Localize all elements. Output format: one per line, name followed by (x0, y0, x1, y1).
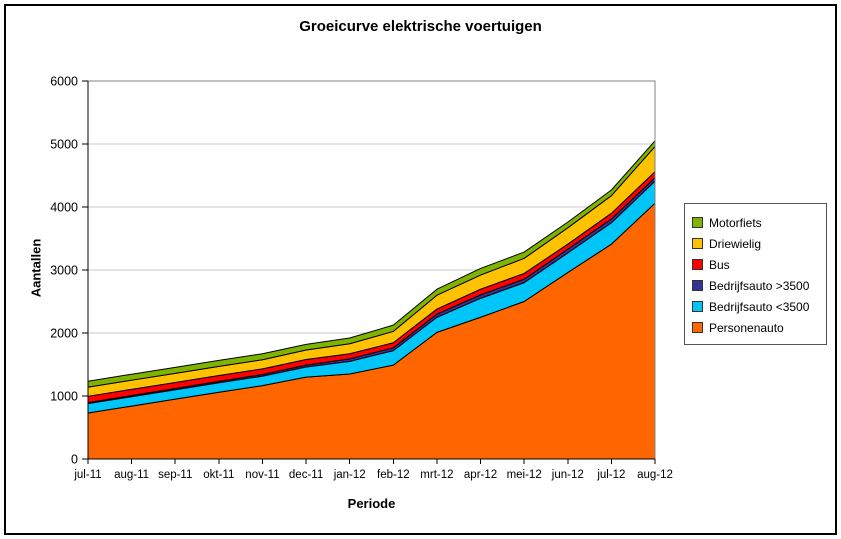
legend-item-bedrijfsauto-3500: Bedrijfsauto <3500 (685, 296, 826, 317)
legend-label-bedrijfsauto-3500: Bedrijfsauto >3500 (709, 278, 810, 293)
y-tick-label-5000: 5000 (50, 138, 78, 152)
x-tick-label-mrt-12: mrt-12 (420, 469, 453, 481)
x-tick-label-apr-12: apr-12 (464, 469, 497, 481)
legend-item-motorfiets: Motorfiets (685, 212, 826, 233)
legend-swatch-motorfiets (692, 217, 703, 228)
legend-item-bus: Bus (685, 254, 826, 275)
y-axis-title: Aantallen (28, 238, 44, 298)
x-tick-label-mei-12: mei-12 (507, 469, 542, 481)
legend-swatch-personenauto (692, 322, 703, 333)
y-tick-label-2000: 2000 (50, 327, 78, 341)
x-tick-label-feb-12: feb-12 (377, 469, 410, 481)
legend-label-personenauto: Personenauto (709, 320, 784, 335)
x-tick-label-sep-11: sep-11 (158, 469, 192, 481)
x-tick-label-okt-11: okt-11 (203, 469, 234, 481)
x-tick-label-jan-12: jan-12 (333, 469, 366, 481)
y-tick-label-3000: 3000 (50, 264, 78, 278)
x-tick-label-jun-12: jun-12 (551, 469, 584, 481)
legend-swatch-bus (692, 259, 703, 270)
legend-item-personenauto: Personenauto (685, 317, 826, 338)
x-tick-label-jul-11: jul-11 (73, 469, 101, 481)
y-tick-label-4000: 4000 (50, 201, 78, 215)
legend-label-motorfiets: Motorfiets (709, 215, 762, 230)
x-tick-label-dec-11: dec-11 (289, 469, 323, 481)
chart-title: Groeicurve elektrische voertuigen (299, 18, 542, 35)
x-axis-title: Periode (347, 496, 396, 511)
legend-swatch-bedrijfsauto-3500 (692, 301, 703, 312)
legend-item-driewielig: Driewielig (685, 233, 826, 254)
x-tick-label-jul-12: jul-12 (596, 469, 625, 481)
x-tick-label-aug-12: aug-12 (637, 469, 673, 481)
x-tick-label-aug-11: aug-11 (114, 469, 149, 481)
x-tick-label-nov-11: nov-11 (245, 469, 279, 481)
y-tick-label-6000: 6000 (50, 75, 78, 89)
legend-label-driewielig: Driewielig (709, 236, 762, 251)
legend: Motorfiets Driewielig Bus Bedrijfsauto >350… (684, 203, 827, 345)
y-tick-label-1000: 1000 (50, 390, 78, 404)
legend-item-bedrijfsauto-3500: Bedrijfsauto >3500 (685, 275, 826, 296)
legend-label-bedrijfsauto-3500: Bedrijfsauto <3500 (709, 299, 810, 314)
y-tick-label-0: 0 (71, 453, 78, 467)
legend-swatch-bedrijfsauto-3500 (692, 280, 703, 291)
legend-swatch-driewielig (692, 238, 703, 249)
legend-label-bus: Bus (709, 257, 730, 272)
